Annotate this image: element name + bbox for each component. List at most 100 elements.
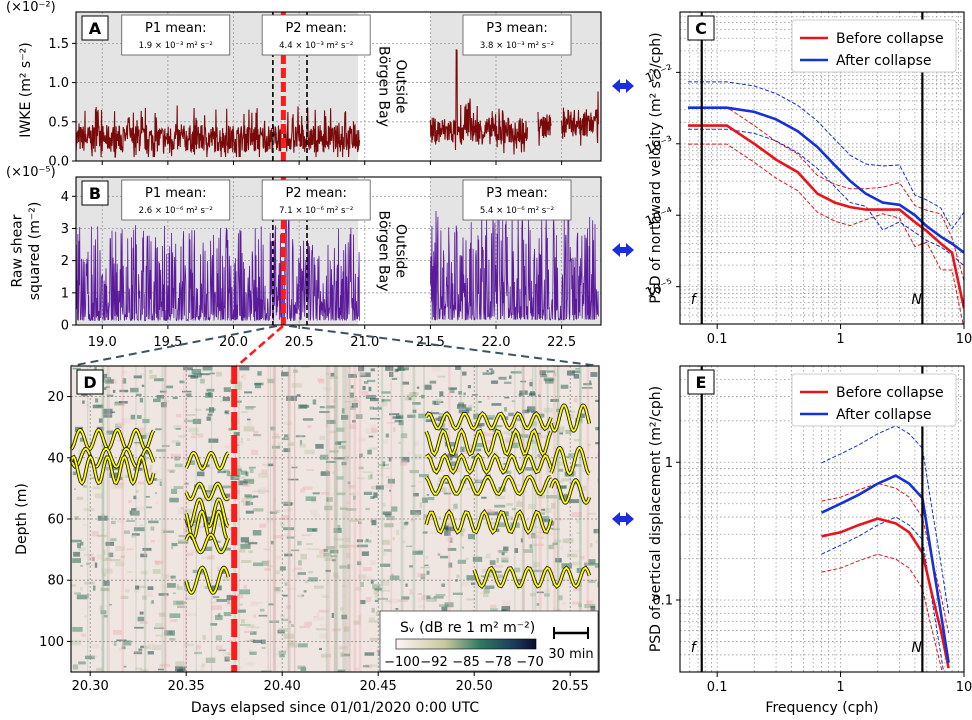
backscatter-patch xyxy=(479,591,484,595)
backscatter-patch xyxy=(576,567,583,573)
backscatter-patch xyxy=(314,585,324,589)
backscatter-patch xyxy=(200,666,205,671)
backscatter-patch xyxy=(437,375,446,378)
backscatter-patch xyxy=(572,370,581,373)
backscatter-patch xyxy=(465,557,470,560)
backscatter-patch xyxy=(190,435,196,439)
x-tick-label: 22.0 xyxy=(482,335,511,350)
backscatter-patch xyxy=(321,653,332,658)
backscatter-patch xyxy=(413,441,420,446)
backscatter-patch xyxy=(171,546,174,550)
backscatter-patch xyxy=(178,434,186,438)
backscatter-patch xyxy=(183,528,187,534)
backscatter-patch xyxy=(358,574,367,579)
backscatter-patch xyxy=(522,549,534,553)
y-tick-label: 80 xyxy=(47,574,64,589)
streak xyxy=(121,366,125,672)
backscatter-patch xyxy=(289,441,294,446)
backscatter-patch xyxy=(589,380,592,384)
backscatter-patch xyxy=(325,569,331,573)
collapse-connector xyxy=(236,325,284,367)
backscatter-patch xyxy=(205,657,216,663)
backscatter-patch xyxy=(537,394,541,397)
backscatter-patch xyxy=(320,594,328,597)
backscatter-patch xyxy=(517,370,523,374)
backscatter-patch xyxy=(377,597,388,600)
backscatter-patch xyxy=(520,380,527,383)
backscatter-patch xyxy=(437,553,441,556)
panel-label: E xyxy=(696,373,707,392)
x-tick-label: 0.1 xyxy=(707,332,728,347)
backscatter-patch xyxy=(392,427,396,433)
backscatter-patch xyxy=(471,394,478,396)
backscatter-patch xyxy=(192,418,202,425)
backscatter-patch xyxy=(177,668,184,672)
backscatter-patch xyxy=(510,442,519,449)
backscatter-patch xyxy=(147,586,154,591)
backscatter-patch xyxy=(76,496,84,500)
backscatter-patch xyxy=(144,551,147,556)
backscatter-patch xyxy=(557,426,565,433)
backscatter-patch xyxy=(594,562,599,568)
backscatter-patch xyxy=(223,387,231,393)
backscatter-patch xyxy=(280,522,285,527)
backscatter-patch xyxy=(339,544,349,549)
backscatter-patch xyxy=(501,606,511,612)
backscatter-patch xyxy=(573,373,580,379)
backscatter-patch xyxy=(267,565,274,568)
backscatter-patch xyxy=(142,547,152,551)
backscatter-patch xyxy=(283,633,295,639)
backscatter-patch xyxy=(460,446,465,453)
backscatter-patch xyxy=(590,372,598,377)
backscatter-patch xyxy=(553,539,562,543)
backscatter-patch xyxy=(210,623,218,626)
backscatter-patch xyxy=(252,490,261,493)
backscatter-patch xyxy=(226,652,234,656)
backscatter-patch xyxy=(338,445,346,449)
backscatter-patch xyxy=(477,478,485,483)
isopycnal xyxy=(425,510,552,534)
backscatter-patch xyxy=(298,435,303,438)
backscatter-patch xyxy=(410,485,416,487)
backscatter-patch xyxy=(308,571,313,574)
backscatter-patch xyxy=(369,530,372,533)
backscatter-patch xyxy=(374,599,379,603)
backscatter-patch xyxy=(550,527,554,530)
backscatter-patch xyxy=(389,413,400,416)
link-arrow-icon xyxy=(612,243,634,257)
backscatter-patch xyxy=(380,580,390,586)
backscatter-patch xyxy=(285,646,289,653)
x-axis-label: Days elapsed since 01/01/2020 0:00 UTC xyxy=(191,700,479,716)
backscatter-patch xyxy=(542,532,553,536)
backscatter-patch xyxy=(412,402,421,405)
backscatter-patch xyxy=(391,573,394,579)
backscatter-patch xyxy=(472,556,483,562)
backscatter-patch xyxy=(95,398,99,403)
backscatter-patch xyxy=(375,588,380,594)
backscatter-patch xyxy=(276,555,282,560)
backscatter-patch xyxy=(90,477,98,480)
confidence-band xyxy=(821,516,945,672)
backscatter-patch xyxy=(383,587,387,590)
backscatter-patch xyxy=(392,537,395,541)
backscatter-patch xyxy=(365,381,369,384)
streak xyxy=(556,366,559,672)
backscatter-patch xyxy=(88,473,96,479)
backscatter-patch xyxy=(325,372,330,375)
axes-frame xyxy=(75,176,602,326)
backscatter-patch xyxy=(382,551,387,556)
backscatter-patch xyxy=(426,595,431,600)
backscatter-patch xyxy=(402,540,406,543)
backscatter-patch xyxy=(312,399,317,405)
backscatter-patch xyxy=(153,378,164,382)
backscatter-patch xyxy=(421,394,425,399)
streak xyxy=(164,366,167,672)
backscatter-patch xyxy=(80,586,83,591)
backscatter-patch xyxy=(210,496,219,502)
backscatter-patch xyxy=(293,369,298,373)
backscatter-patch xyxy=(461,546,464,549)
backscatter-patch xyxy=(389,575,400,581)
backscatter-patch xyxy=(561,576,572,582)
backscatter-patch xyxy=(365,428,376,434)
backscatter-patch xyxy=(343,626,350,632)
